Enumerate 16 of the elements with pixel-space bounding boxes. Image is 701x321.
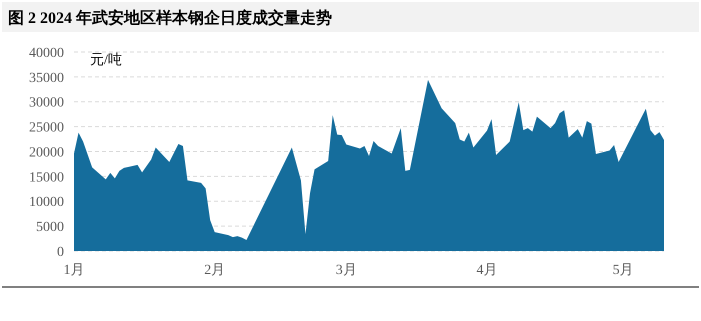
y-axis-title: 元/吨: [90, 52, 122, 68]
y-tick-label: 25000: [29, 120, 64, 136]
x-tick-label: 4月: [476, 263, 498, 278]
x-tick-label: 5月: [612, 263, 634, 278]
y-tick-label: 20000: [29, 145, 64, 160]
x-tick-label: 3月: [336, 263, 357, 278]
y-tick-label: 0: [57, 244, 64, 260]
y-tick-label: 5000: [36, 220, 64, 236]
y-tick-label: 40000: [29, 46, 64, 61]
y-tick-label: 35000: [29, 70, 64, 86]
y-tick-label: 15000: [29, 170, 64, 186]
x-tick-label: 1月: [64, 263, 84, 278]
y-tick-label: 10000: [29, 195, 64, 210]
y-tick-label: 30000: [29, 96, 64, 111]
chart-title: 图 2 2024 年武安地区样本钢企日度成交量走势: [8, 8, 332, 27]
x-tick-label: 2月: [204, 263, 226, 278]
